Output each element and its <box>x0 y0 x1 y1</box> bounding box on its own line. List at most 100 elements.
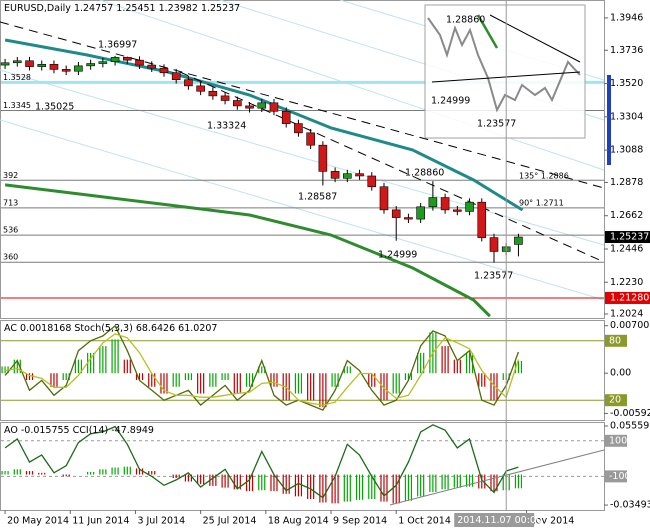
x-tick-label: 9 Sep 2014 <box>333 516 387 527</box>
candle-body <box>367 175 377 188</box>
candle-body <box>49 64 59 70</box>
candle-body <box>245 105 254 109</box>
candle-body <box>428 197 438 208</box>
inset-line <box>489 14 581 63</box>
candle-body <box>440 197 450 211</box>
x-tick-label: 11 Jun 2014 <box>72 516 129 527</box>
candle-body <box>0 62 10 66</box>
y-tick-label: 0.05559 <box>610 420 649 431</box>
swing-label: 1.33324 <box>207 121 246 132</box>
level-label: 1.3345 <box>3 101 31 110</box>
candle-body <box>453 209 462 212</box>
oscillator-main: 68.6426 <box>136 323 175 334</box>
candle-body <box>269 102 279 112</box>
candle-body <box>489 237 499 252</box>
price-tag-label: 1.25237 <box>610 232 649 243</box>
inset-path <box>427 17 581 113</box>
header-high: 1.25451 <box>116 3 155 14</box>
indicator-value: 0.0018168 <box>20 323 71 334</box>
fan-label: 90° 1.2711 <box>519 199 564 208</box>
candle-body <box>159 67 169 74</box>
y-tick-label: 0.00 <box>610 368 631 379</box>
cci-trend-line <box>389 449 605 506</box>
candle-body <box>343 173 352 179</box>
fan-line <box>0 119 605 301</box>
level-tag <box>605 291 650 304</box>
x-tick-label: 18 Aug 2014 <box>268 516 329 527</box>
y-tick-label: 1.2024 <box>610 308 643 319</box>
crosshair-label: 2014.11.07 00:00 <box>457 515 542 526</box>
level-label: 1.3528 <box>3 73 31 82</box>
y-tick-label: 1.3088 <box>610 145 643 156</box>
candle-body <box>306 132 315 146</box>
candle-body <box>330 171 340 179</box>
candle-body <box>61 69 71 72</box>
y-tick-label: 1.3304 <box>610 111 643 122</box>
inset: 1.28860 1.24999 1.23577 <box>424 4 586 139</box>
candle-body <box>233 100 242 107</box>
y-tick-label: -0.005925 <box>610 408 650 419</box>
y2-tick-label: 20 <box>609 395 621 406</box>
candle-body <box>208 90 218 97</box>
candle-body <box>257 102 267 109</box>
indicator-value: -0.015755 <box>21 425 70 436</box>
level-tag <box>605 434 627 447</box>
axis-marker <box>607 75 611 165</box>
oscillator-main: -47.8949 <box>111 425 154 436</box>
oscillator-name: CCI(14) <box>73 425 109 436</box>
candle-body <box>110 57 120 62</box>
candle-body <box>147 64 157 69</box>
y-tick-label: -0.034935 <box>610 500 650 511</box>
moving-average <box>4 183 491 318</box>
candle-body <box>355 173 364 177</box>
level-label: 536 <box>3 226 18 235</box>
swing-label: 1.36997 <box>98 40 137 51</box>
candle-body <box>37 64 47 67</box>
y-tick-label: 1.3736 <box>610 45 643 56</box>
candle-body <box>318 144 328 172</box>
oscillator-line <box>4 324 520 411</box>
indicator-name: AO <box>4 425 18 436</box>
oscillators <box>1 324 604 504</box>
candle-body <box>514 236 523 245</box>
candle-body <box>379 186 389 211</box>
main-header: EURUSD,Daily 1.24757 1.25451 1.23982 1.2… <box>4 3 240 14</box>
y-tick-label: 1.3946 <box>610 12 643 23</box>
y-tick-label: 1.2878 <box>610 177 643 188</box>
swing-label: 1.23577 <box>474 271 513 282</box>
x-tick-label: 3 Jul 2014 <box>137 516 185 527</box>
trend-lines <box>0 21 605 263</box>
candle-body <box>123 57 132 61</box>
candle-body <box>404 217 413 220</box>
candle-body <box>74 65 83 72</box>
oscillator-line <box>4 424 519 499</box>
level-label: 713 <box>3 198 18 207</box>
header-low: 1.23982 <box>159 3 198 14</box>
inset-label: 1.24999 <box>431 96 470 107</box>
y-tick-label: 1.2230 <box>610 277 643 288</box>
candle-body <box>465 201 474 212</box>
ac-header: AC 0.0018168 Stoch(5,3,3) 68.6426 61.020… <box>4 323 217 334</box>
symbol: EURUSD,Daily <box>4 3 71 14</box>
oscillator-line <box>4 333 520 406</box>
candle-body <box>98 61 108 64</box>
candle-body <box>184 79 193 87</box>
level-tag <box>605 470 627 483</box>
fan-label: 135° 1.2886 <box>519 172 569 181</box>
x-tick-label: Nov 2014 <box>529 516 575 527</box>
inset-label: 1.28860 <box>446 15 485 26</box>
candle-body <box>416 206 425 220</box>
candle-body <box>135 59 144 66</box>
oscillator-signal: 61.0207 <box>178 323 217 334</box>
axes: 1.3946 1.3736 1.3520 1.3304 1.3088 1.2878 1.26… <box>4 12 650 527</box>
ao-header: AO -0.015755 CCI(14) -47.8949 <box>4 425 154 436</box>
level-label: 360 <box>3 253 18 262</box>
crosshair-tag <box>454 513 535 527</box>
x-tick-label: 25 Jul 2014 <box>203 516 257 527</box>
candle-body <box>294 123 303 134</box>
oscillator-name: Stoch(5,3,3) <box>74 323 132 334</box>
candle-body <box>171 72 181 81</box>
y2-tick-label: 80 <box>609 335 621 346</box>
